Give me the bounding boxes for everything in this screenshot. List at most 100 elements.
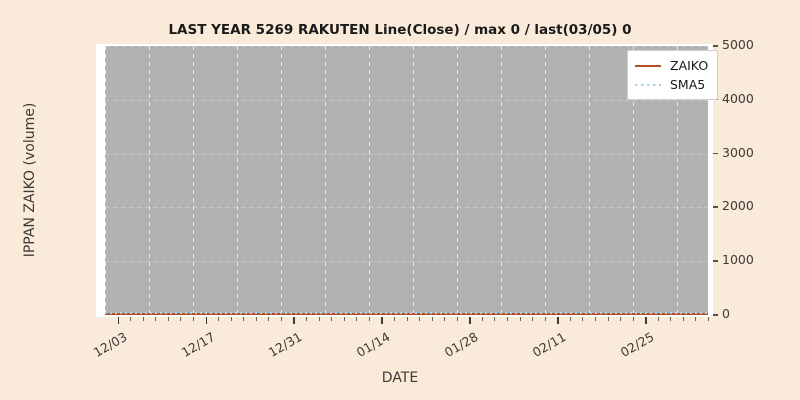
x-axis-tick-minor [582, 317, 584, 321]
x-axis-tick-minor [167, 317, 169, 321]
x-axis-tick-minor [130, 317, 132, 321]
x-axis-tick-minor [444, 317, 446, 321]
x-axis-tick-minor [230, 317, 232, 321]
x-axis-tick-minor [632, 317, 634, 321]
x-axis-tick-minor [343, 317, 345, 321]
gridline-vertical [236, 46, 238, 315]
y-axis-tick-mark [713, 314, 718, 316]
x-axis-tick-minor [243, 317, 245, 321]
gridline-vertical [500, 46, 502, 315]
x-axis-tick-minor [456, 317, 458, 321]
gridline-vertical [676, 46, 678, 315]
series-line-zaiko [105, 313, 708, 315]
x-axis-tick-minor [519, 317, 521, 321]
x-axis-tick-major [645, 317, 647, 324]
x-axis-tick-minor [142, 317, 144, 321]
y-axis-tick-label: 2000 [722, 198, 754, 214]
x-axis-tick-minor [331, 317, 333, 321]
y-axis-tick-label: 5000 [722, 37, 754, 52]
y-axis-tick-label: 4000 [722, 90, 754, 106]
y-axis-tick-label: 1000 [722, 252, 754, 268]
gridline-vertical [588, 46, 590, 315]
gridline-vertical [368, 46, 370, 315]
x-axis-tick-minor [670, 317, 672, 321]
x-axis-tick-label: 02/11 [530, 329, 569, 361]
gridline-vertical [192, 46, 194, 315]
x-axis-ticks [105, 317, 709, 327]
x-axis-tick-minor [532, 317, 534, 321]
x-axis-tick-minor [594, 317, 596, 321]
x-axis-tick-minor [569, 317, 571, 321]
gridline-horizontal [105, 46, 708, 47]
x-axis-tick-minor [218, 317, 220, 321]
x-axis-tick-label: 12/03 [90, 329, 130, 361]
x-axis-tick-minor [695, 317, 697, 321]
y-axis-tick-label: 0 [722, 306, 730, 321]
gridline-horizontal [105, 153, 708, 155]
x-axis-tick-minor [682, 317, 684, 321]
x-axis-tick-major [293, 317, 295, 324]
gridline-vertical [412, 46, 414, 315]
y-axis-tick-mark [713, 206, 718, 208]
x-axis-tick-minor [494, 317, 496, 321]
x-axis-tick-label: 01/28 [442, 329, 481, 361]
gridline-horizontal [105, 261, 708, 263]
x-axis-tick-label: 12/17 [178, 329, 217, 361]
x-axis-tick-minor [544, 317, 546, 321]
x-axis-tick-major [117, 317, 119, 324]
y-axis-title: IPPAN ZAIKO (volume) [22, 102, 38, 258]
legend-swatch-zaiko-icon [635, 60, 661, 72]
y-axis-title-wrap: IPPAN ZAIKO (volume) [0, 0, 60, 400]
legend-label-zaiko: ZAIKO [670, 58, 709, 73]
y-axis-tick-label: 3000 [722, 144, 754, 160]
x-axis-tick-major [205, 317, 207, 324]
x-axis-tick-label: 01/14 [354, 329, 393, 361]
x-axis-tick-label: 12/31 [266, 329, 305, 361]
x-axis-tick-minor [318, 317, 320, 321]
chart-legend[interactable]: ZAIKO SMA5 [627, 50, 719, 100]
y-axis-tick-mark [713, 152, 718, 155]
plot-area [105, 46, 708, 315]
gridline-vertical [324, 46, 326, 315]
y-axis-tick-mark [713, 45, 718, 47]
gridline-vertical [544, 46, 546, 315]
x-axis-tick-minor [481, 317, 483, 321]
x-axis-tick-minor [255, 317, 257, 321]
legend-label-sma5: SMA5 [670, 77, 706, 92]
x-axis-tick-minor [419, 317, 421, 321]
x-axis-tick-minor [431, 317, 433, 321]
x-axis-tick-minor [155, 317, 157, 321]
gridline-vertical [632, 46, 634, 315]
legend-swatch-sma5-icon [635, 79, 661, 91]
x-axis-tick-minor [708, 317, 709, 321]
x-axis-tick-minor [368, 317, 370, 321]
x-axis-tick-minor [607, 317, 609, 321]
x-axis-tick-minor [657, 317, 659, 321]
x-axis-tick-minor [180, 317, 182, 321]
y-axis: 0 1000 2000 3000 4000 5000 [713, 37, 793, 321]
x-axis-tick-minor [393, 317, 395, 321]
legend-item-sma5[interactable]: SMA5 [635, 75, 708, 94]
gridline-vertical [280, 46, 282, 315]
chart-title: LAST YEAR 5269 RAKUTEN Line(Close) / max… [168, 22, 632, 38]
legend-item-zaiko[interactable]: ZAIKO [635, 56, 708, 75]
y-axis-tick-mark [713, 260, 718, 262]
x-axis-tick-minor [356, 317, 358, 321]
gridline-vertical [148, 46, 150, 315]
x-axis-tick-minor [268, 317, 270, 321]
x-axis-tick-minor [507, 317, 508, 321]
series-line-sma5 [105, 312, 708, 314]
gridline-vertical [105, 46, 106, 315]
gridlines [105, 46, 708, 315]
x-axis-tick-minor [306, 317, 307, 321]
x-axis-tick-major [469, 317, 471, 324]
x-axis-tick-minor [406, 317, 408, 321]
x-axis-tick-minor [280, 317, 282, 321]
gridline-horizontal [105, 207, 708, 209]
x-axis-title: DATE [381, 370, 419, 386]
x-axis-tick-minor [192, 317, 194, 321]
gridline-horizontal [105, 99, 708, 101]
x-axis-tick-label: 02/25 [617, 329, 657, 361]
gridline-vertical [456, 46, 458, 315]
